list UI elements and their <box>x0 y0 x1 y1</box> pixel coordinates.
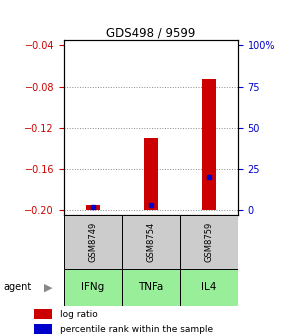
Bar <box>180 215 238 269</box>
Bar <box>64 215 122 269</box>
Text: ▶: ▶ <box>44 282 52 292</box>
Bar <box>202 79 216 210</box>
Text: GSM8754: GSM8754 <box>146 222 155 262</box>
Bar <box>64 269 122 306</box>
Title: GDS498 / 9599: GDS498 / 9599 <box>106 26 195 39</box>
Bar <box>122 215 180 269</box>
Bar <box>86 205 100 210</box>
Text: agent: agent <box>3 282 31 292</box>
Text: log ratio: log ratio <box>60 310 97 319</box>
Text: IFNg: IFNg <box>81 282 104 292</box>
Bar <box>180 269 238 306</box>
Text: percentile rank within the sample: percentile rank within the sample <box>60 325 213 334</box>
Bar <box>122 269 180 306</box>
Text: IL4: IL4 <box>201 282 217 292</box>
Text: GSM8749: GSM8749 <box>88 222 97 262</box>
Bar <box>144 138 158 210</box>
Bar <box>34 324 52 335</box>
Text: TNFa: TNFa <box>138 282 164 292</box>
Bar <box>34 309 52 319</box>
Text: GSM8759: GSM8759 <box>204 222 213 262</box>
